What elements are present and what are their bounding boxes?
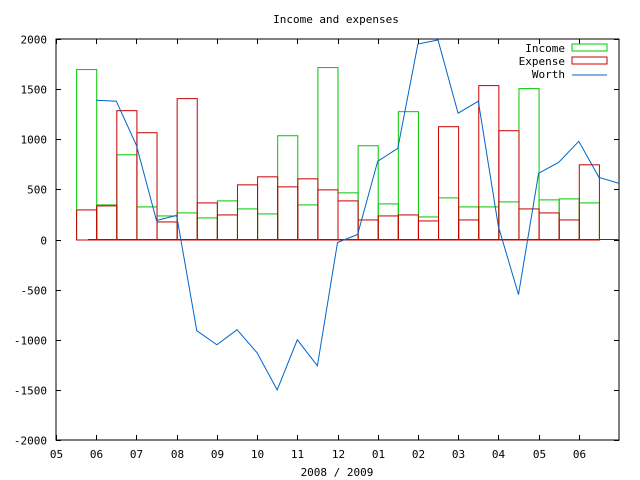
income-bar	[558, 198, 580, 241]
expense-bar	[498, 130, 520, 241]
x-tick-label: 11	[291, 448, 304, 461]
y-tick-label: 1000	[21, 134, 48, 147]
income-bar	[377, 203, 399, 241]
expense-series	[76, 85, 600, 241]
income-bar	[578, 202, 600, 241]
legend-swatch-income	[571, 43, 608, 52]
income-bar	[438, 197, 460, 241]
y-tick-label: -1500	[14, 385, 47, 398]
income-bar	[458, 206, 480, 241]
expense-bar	[317, 189, 339, 241]
income-bar	[257, 213, 279, 241]
legend-swatch-expense	[571, 56, 608, 65]
x-tick-label: 06	[90, 448, 103, 461]
expense-bar	[176, 98, 198, 241]
x-tick-label: 03	[452, 448, 465, 461]
legend-label-income: Income	[525, 42, 565, 55]
income-bar	[277, 135, 299, 241]
x-axis: 05 06 07 08 09 10 11 12 01 02 03 04 05 06	[50, 39, 586, 461]
x-tick-label: 01	[372, 448, 385, 461]
expense-bar	[136, 132, 158, 241]
x-tick-label: 09	[211, 448, 224, 461]
expense-bar	[538, 212, 560, 241]
y-tick-label: 500	[27, 184, 47, 197]
legend: Income Expense Worth	[519, 42, 608, 81]
expense-bar	[277, 186, 299, 241]
y-tick-label: -500	[21, 285, 48, 298]
expense-bar	[558, 219, 580, 241]
x-tick-label: 08	[171, 448, 184, 461]
expense-bar	[297, 178, 319, 241]
legend-label-expense: Expense	[519, 55, 565, 68]
income-bar	[196, 217, 218, 241]
x-axis-label: 2008 / 2009	[301, 466, 374, 479]
income-bar	[216, 200, 238, 241]
income-bar	[76, 69, 98, 241]
income-bar	[518, 88, 540, 241]
expense-bar	[76, 209, 98, 241]
income-bar	[236, 208, 259, 241]
x-tick-label: 02	[412, 448, 425, 461]
expense-bar	[478, 85, 500, 241]
y-tick-label: -1000	[14, 335, 47, 348]
expense-bar	[518, 208, 540, 241]
x-tick-label: 04	[492, 448, 506, 461]
income-bar	[116, 154, 138, 241]
expense-bar	[116, 110, 138, 241]
income-bar	[417, 216, 440, 241]
x-tick-label: 12	[332, 448, 345, 461]
expense-bar	[458, 219, 480, 241]
x-tick-label: 06	[573, 448, 586, 461]
expense-bar	[438, 126, 460, 241]
y-axis: -2000 -1500 -1000 -500 0 500 1000 1500 2000	[14, 34, 619, 448]
income-bar	[96, 204, 118, 241]
expense-bar	[236, 184, 259, 241]
income-bar	[357, 145, 379, 241]
worth-series	[96, 39, 620, 392]
y-tick-label: 2000	[21, 34, 48, 47]
expense-bar	[417, 220, 440, 241]
income-bar	[538, 199, 560, 241]
expense-bar	[96, 205, 118, 241]
income-bar	[297, 204, 319, 241]
x-tick-label: 07	[130, 448, 143, 461]
expense-bar	[196, 202, 218, 241]
expense-bar	[257, 176, 279, 241]
expense-bar	[156, 221, 178, 241]
x-tick-label: 10	[251, 448, 264, 461]
expense-bar	[216, 214, 238, 241]
expense-bar	[377, 215, 399, 241]
legend-label-worth: Worth	[532, 68, 565, 81]
worth-line	[96, 39, 620, 392]
expense-bar	[337, 200, 359, 241]
income-bar	[337, 192, 359, 241]
y-tick-label: 1500	[21, 84, 48, 97]
y-tick-label: -2000	[14, 435, 47, 448]
chart-title: Income and expenses	[273, 13, 399, 26]
expense-bar	[397, 214, 419, 241]
y-tick-label: 0	[40, 235, 47, 248]
x-tick-label: 05	[533, 448, 546, 461]
income-bar	[498, 201, 520, 241]
x-tick-label: 05	[50, 448, 63, 461]
income-bar	[317, 67, 339, 241]
expense-bar	[578, 164, 600, 241]
